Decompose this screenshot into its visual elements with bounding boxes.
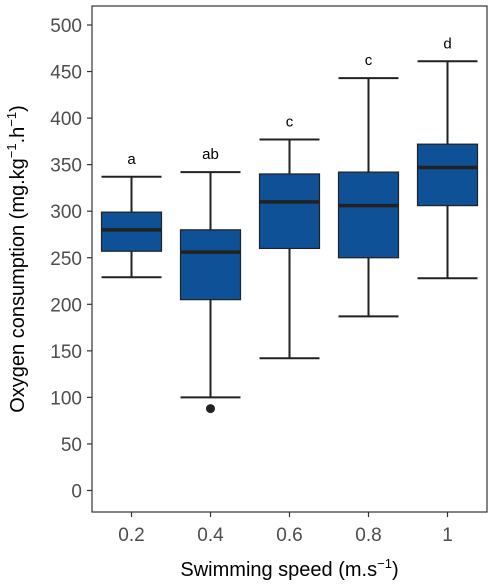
x-axis-title: Swimming speed (m.s−1) xyxy=(180,556,398,581)
x-axis: 0.2 0.4 0.6 0.8 1 xyxy=(118,512,453,546)
y-axis-title: Oxygen consumption (mg.kg−1.h−1) xyxy=(4,105,29,413)
x-tick-label: 0.8 xyxy=(355,525,381,546)
significance-label: c xyxy=(365,52,373,69)
y-tick-label: 350 xyxy=(50,156,82,177)
box xyxy=(416,143,479,207)
box xyxy=(258,173,321,250)
box-group: ab xyxy=(179,146,242,414)
x-tick-label: 1 xyxy=(442,525,453,546)
significance-label: a xyxy=(127,151,136,168)
y-tick-label: 300 xyxy=(50,202,82,223)
y-tick-label: 250 xyxy=(50,249,82,270)
y-tick-label: 500 xyxy=(50,16,82,37)
significance-label: ab xyxy=(202,146,219,163)
x-tick-label: 0.6 xyxy=(276,525,302,546)
box-group: c xyxy=(258,114,321,360)
y-tick-label: 150 xyxy=(50,342,82,363)
box-group: d xyxy=(416,35,479,280)
box-group: c xyxy=(337,52,400,318)
y-tick-label: 200 xyxy=(50,295,82,316)
boxes: a ab c c d xyxy=(100,35,479,414)
plot-panel-border xyxy=(91,5,488,513)
y-tick-label: 100 xyxy=(50,388,82,409)
y-tick-label: 0 xyxy=(71,482,82,503)
x-tick-label: 0.4 xyxy=(197,525,224,546)
y-axis: 0 50 100 150 200 250 300 350 400 450 500 xyxy=(50,16,92,503)
box xyxy=(179,229,242,301)
box-group: a xyxy=(100,151,163,279)
significance-label: c xyxy=(286,114,294,131)
y-tick-label: 400 xyxy=(50,109,82,130)
x-tick-label: 0.2 xyxy=(118,525,144,546)
significance-label: d xyxy=(443,35,451,52)
outlier-point xyxy=(206,404,215,414)
y-tick-label: 50 xyxy=(61,435,82,456)
box xyxy=(337,171,400,259)
box xyxy=(100,211,163,252)
y-tick-label: 450 xyxy=(50,63,82,84)
